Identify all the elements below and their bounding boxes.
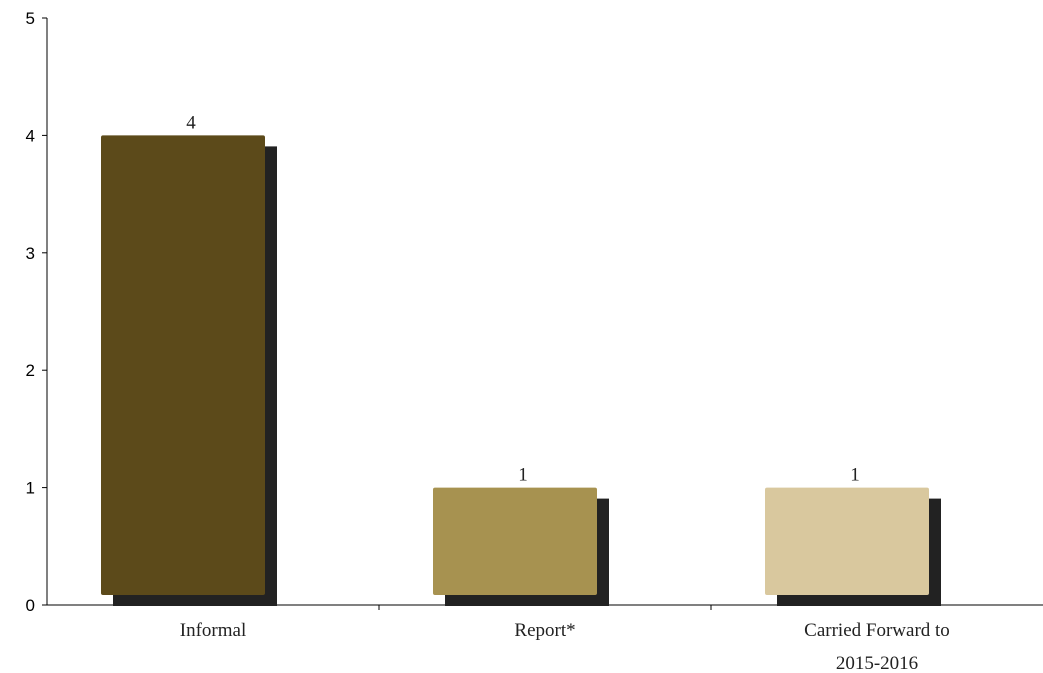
y-tick-label: 0 [26,596,35,615]
y-tick-label: 5 [26,9,35,28]
x-tick-label: Carried Forward to 2015-2016 [804,620,950,673]
data-label: 1 [850,465,860,486]
bar [433,487,597,595]
x-tick-label: Report* [514,620,575,641]
x-tick-label: Informal [180,620,246,641]
bars [101,135,941,606]
y-tick-label: 3 [26,244,35,263]
data-label: 4 [186,112,196,133]
y-axis: 0 1 2 3 4 5 [26,9,48,615]
data-labels: 4 1 1 [186,112,860,485]
bar [765,487,929,595]
y-tick-label: 4 [26,126,35,145]
y-tick-label: 1 [26,479,35,498]
bar [101,135,265,595]
x-axis: Informal Report* Carried Forward to 2015-20… [47,604,1043,673]
data-label: 1 [518,465,528,486]
y-tick-label: 2 [26,361,35,380]
